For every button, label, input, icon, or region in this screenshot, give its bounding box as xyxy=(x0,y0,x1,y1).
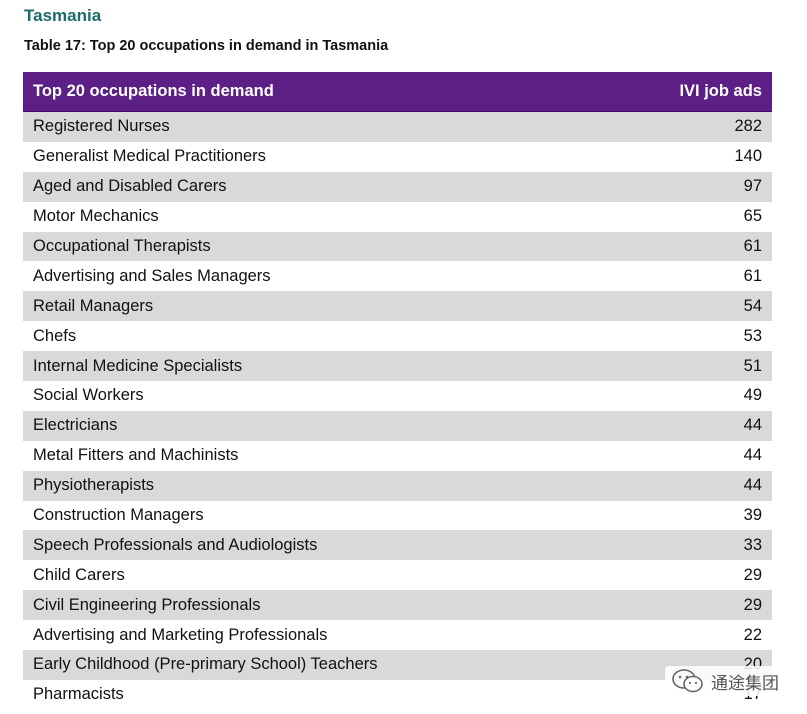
table-row: Child Carers 29 xyxy=(23,560,772,590)
table-row: Pharmacists17 xyxy=(23,680,772,710)
occupation-cell: Electricians xyxy=(33,416,118,435)
occupations-table: Top 20 occupations in demand IVI job ads… xyxy=(23,72,772,710)
wechat-icon xyxy=(672,669,703,693)
job-ads-cell: 51 xyxy=(743,356,762,375)
job-ads-cell: 49 xyxy=(743,386,762,405)
occupation-cell: Registered Nurses xyxy=(33,117,170,136)
occupation-cell: Retail Managers xyxy=(33,296,154,315)
table-row: Social Workers 49 xyxy=(23,381,772,411)
job-ads-cell: 65 xyxy=(743,207,762,226)
job-ads-cell: 282 xyxy=(734,117,762,136)
job-ads-cell: 44 xyxy=(743,476,762,495)
table-row: Electricians 44 xyxy=(23,410,772,441)
header-occupation: Top 20 occupations in demand xyxy=(33,82,274,100)
job-ads-cell: 33 xyxy=(743,535,762,554)
occupation-cell: Occupational Therapists xyxy=(33,237,211,255)
table-row: Civil Engineering Professionals 29 xyxy=(23,590,772,621)
page-heading: Tasmania xyxy=(24,6,102,25)
occupation-cell: Internal Medicine Specialists xyxy=(33,356,243,375)
occupation-cell: Chefs xyxy=(33,326,77,345)
table-row: Speech Professionals and Audiologists 33 xyxy=(23,530,772,561)
job-ads-cell: 29 xyxy=(743,595,762,614)
job-ads-cell: 29 xyxy=(743,565,762,584)
header-job-ads: IVI job ads xyxy=(679,82,762,100)
job-ads-cell: 39 xyxy=(743,506,762,525)
occupation-cell: Social Workers xyxy=(33,386,144,405)
table-header: Top 20 occupations in demand IVI job ads xyxy=(23,72,772,112)
job-ads-cell: 140 xyxy=(734,147,762,166)
table-row: Advertising and Sales Managers 61 xyxy=(23,261,772,291)
job-ads-cell: 22 xyxy=(743,625,762,644)
table-row: Aged and Disabled Carers 97 xyxy=(23,171,772,202)
occupation-cell: Advertising and Marketing Professionals xyxy=(33,625,328,644)
table-row: Occupational Therapists 61 xyxy=(23,231,772,262)
table-row: Retail Managers 54 xyxy=(23,291,772,322)
occupation-cell: Speech Professionals and Audiologists xyxy=(33,535,318,554)
job-ads-cell: 44 xyxy=(743,446,762,465)
occupation-cell: Construction Managers xyxy=(33,506,204,525)
job-ads-cell: 44 xyxy=(743,416,762,435)
job-ads-cell: 97 xyxy=(743,177,762,196)
table-row: Registered Nurses 282 xyxy=(23,112,772,142)
occupation-cell: Metal Fitters and Machinists xyxy=(33,446,239,465)
occupation-cell: Advertising and Sales Managers xyxy=(33,266,271,285)
job-ads-cell: 61 xyxy=(743,266,762,285)
occupation-cell: Physiotherapists xyxy=(33,476,155,495)
job-ads-cell: 53 xyxy=(743,326,762,345)
table-row: Physiotherapists 44 xyxy=(23,470,772,501)
occupation-cell: Early Childhood (Pre-primary School) Tea… xyxy=(33,655,378,674)
table-caption: Table 17: Top 20 occupations in demand i… xyxy=(24,38,389,54)
table-row: Construction Managers 39 xyxy=(23,501,772,531)
occupation-cell: Aged and Disabled Carers xyxy=(33,177,227,196)
occupation-cell: Civil Engineering Professionals xyxy=(33,595,261,614)
watermark: 通途集团 xyxy=(665,666,785,696)
table-row: Advertising and Marketing Professionals 2… xyxy=(23,620,772,650)
job-ads-cell: 61 xyxy=(743,237,762,255)
table-row: Chefs 53 xyxy=(23,321,772,351)
table-row: Early Childhood (Pre-primary School) Tea… xyxy=(23,650,772,680)
table-row: Internal Medicine Specialists 51 xyxy=(23,351,772,382)
occupation-cell: Pharmacists xyxy=(33,685,124,704)
table-body: Registered Nurses 282 Generalist Medical P… xyxy=(23,112,772,710)
occupation-cell: Generalist Medical Practitioners xyxy=(33,147,266,166)
table-row: Motor Mechanics 65 xyxy=(23,202,772,232)
table-row: Metal Fitters and Machinists 44 xyxy=(23,441,772,471)
occupation-cell: Child Carers xyxy=(33,565,125,584)
occupation-cell: Motor Mechanics xyxy=(33,207,159,226)
watermark-text: 通途集团 xyxy=(711,673,779,693)
job-ads-cell: 54 xyxy=(743,296,762,315)
table-row: Generalist Medical Practitioners 140 xyxy=(23,142,772,172)
